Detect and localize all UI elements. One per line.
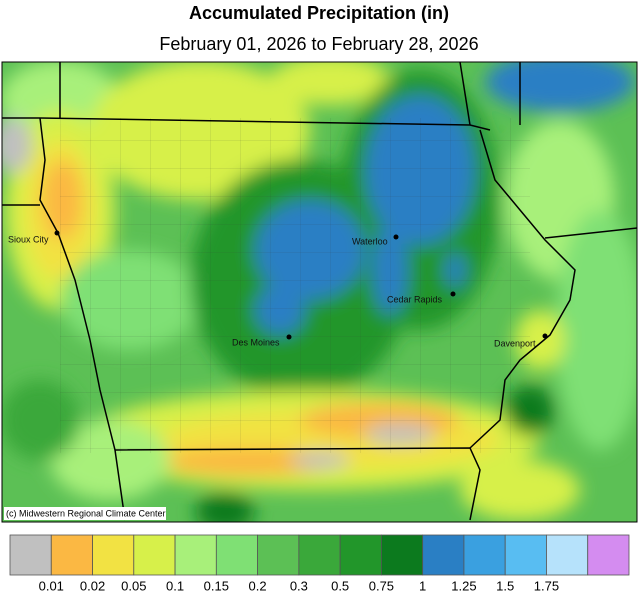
city-dot [286, 334, 292, 340]
precip-zone [195, 492, 255, 522]
map-frame [1, 61, 638, 523]
legend-label: 1.75 [534, 578, 559, 593]
legend-label: 1.5 [496, 578, 514, 593]
legend-swatch [92, 534, 135, 576]
city-label: Sioux City [8, 234, 49, 244]
legend-swatch [9, 534, 52, 576]
precip-zone [290, 452, 350, 468]
county-grid [60, 118, 530, 453]
legend-label: 0.1 [166, 578, 184, 593]
credit-box [4, 507, 166, 520]
legend-swatch [298, 534, 341, 576]
legend-swatch [133, 534, 176, 576]
city-label: Davenport [494, 338, 536, 348]
legend-swatch [174, 534, 217, 576]
precip-zone [160, 448, 340, 476]
city-dot [393, 234, 399, 240]
legend-label: 1 [419, 578, 426, 593]
legend-label: 0.75 [369, 578, 394, 593]
city-label: Cedar Rapids [387, 294, 443, 304]
city-dot [450, 291, 456, 297]
legend-swatch [504, 534, 547, 576]
legend-label: 0.15 [204, 578, 229, 593]
legend-swatch [257, 534, 300, 576]
precip-zone [485, 62, 635, 112]
legend-label: 0.2 [249, 578, 267, 593]
legend-swatch [380, 534, 424, 576]
legend-label: 0.02 [80, 578, 105, 593]
credit: (c) Midwestern Regional Climate Center [6, 508, 166, 518]
legend-swatch [546, 534, 589, 576]
legend: 0.01 0.02 0.05 0.1 0.15 0.2 0.3 0.5 0.75 1 1.25 1.5… [9, 534, 630, 593]
legend-swatch [50, 534, 93, 576]
city-label: Waterloo [352, 236, 388, 246]
legend-swatch [422, 534, 465, 576]
cities: Sioux City Waterloo Cedar Rapids Des Moi… [8, 230, 548, 348]
legend-swatch [215, 534, 258, 576]
legend-label: 0.01 [39, 578, 64, 593]
state-borders [2, 62, 637, 521]
legend-label: 1.25 [451, 578, 476, 593]
precip-zone [2, 117, 32, 173]
city-label: Des Moines [232, 337, 280, 347]
legend-swatch [587, 534, 630, 576]
legend-swatch [463, 534, 506, 576]
precip-zone [460, 460, 580, 520]
legend-label: 0.3 [290, 578, 308, 593]
subtitle: February 01, 2026 to February 28, 2026 [159, 34, 478, 54]
legend-label: 0.5 [331, 578, 349, 593]
precip-map [2, 62, 637, 522]
precip-zone [270, 62, 390, 105]
title: Accumulated Precipitation (in) [189, 3, 449, 23]
legend-swatch [339, 534, 382, 576]
city-dot [54, 230, 60, 236]
city-dot [542, 333, 548, 339]
legend-label: 0.05 [121, 578, 146, 593]
